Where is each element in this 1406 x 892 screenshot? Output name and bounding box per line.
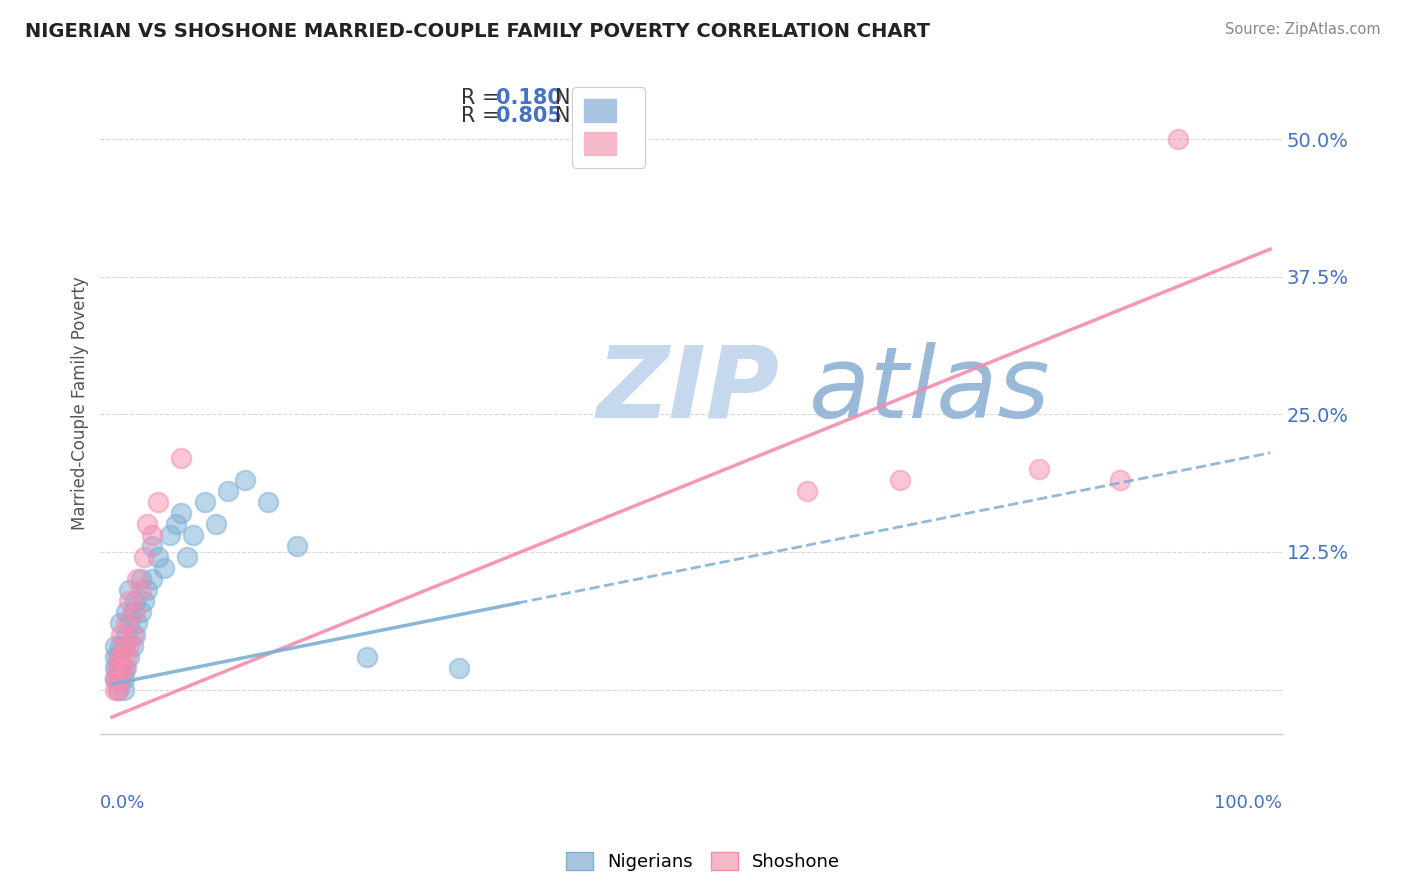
Point: [118, 616, 141, 631]
Point: [108, 616, 131, 631]
Y-axis label: Married-Couple Family Poverty: Married-Couple Family Poverty: [72, 277, 89, 530]
Point: [114, 627, 136, 641]
Point: [107, 649, 129, 664]
Point: [127, 573, 149, 587]
Point: [107, 682, 129, 697]
Point: [104, 639, 127, 653]
Point: [148, 495, 170, 509]
Point: [108, 639, 131, 653]
Point: [112, 682, 135, 697]
Point: [141, 528, 163, 542]
Point: [124, 594, 146, 608]
Point: [135, 583, 157, 598]
Text: atlas: atlas: [810, 342, 1050, 439]
Point: [129, 606, 152, 620]
Point: [159, 528, 181, 542]
Point: [105, 660, 128, 674]
Point: [129, 583, 152, 598]
Text: N =: N =: [555, 106, 602, 126]
Point: [110, 660, 132, 674]
Point: [176, 550, 198, 565]
Point: [104, 682, 127, 697]
Point: [121, 639, 143, 653]
Point: [194, 495, 217, 509]
Point: [1167, 132, 1189, 146]
Point: [148, 550, 170, 565]
Point: [118, 649, 141, 664]
Point: [170, 507, 193, 521]
Text: Source: ZipAtlas.com: Source: ZipAtlas.com: [1225, 22, 1381, 37]
Point: [104, 649, 127, 664]
Point: [104, 660, 127, 674]
Point: [257, 495, 280, 509]
Point: [108, 672, 131, 686]
Point: [114, 616, 136, 631]
Point: [108, 660, 131, 674]
Point: [205, 517, 228, 532]
Point: [118, 639, 141, 653]
Text: R =: R =: [461, 106, 506, 126]
Text: 0.180: 0.180: [496, 88, 562, 108]
Point: [108, 672, 131, 686]
Point: [104, 672, 127, 686]
Point: [112, 660, 135, 674]
Point: [1028, 462, 1050, 476]
Point: [107, 682, 129, 697]
Point: [129, 573, 152, 587]
Point: [233, 474, 256, 488]
Point: [121, 627, 143, 641]
Text: R =: R =: [461, 88, 506, 108]
Point: [108, 649, 131, 664]
Point: [124, 627, 146, 641]
Text: 48: 48: [588, 88, 616, 108]
Point: [114, 649, 136, 664]
Point: [285, 540, 308, 554]
Text: 30: 30: [588, 106, 616, 126]
Point: [170, 451, 193, 466]
Point: [356, 649, 378, 664]
Point: [127, 616, 149, 631]
Text: 100.0%: 100.0%: [1213, 794, 1282, 812]
Point: [112, 672, 135, 686]
Point: [796, 484, 818, 499]
Text: ZIP: ZIP: [596, 342, 779, 439]
Point: [112, 660, 135, 674]
Legend: Nigerians, Shoshone: Nigerians, Shoshone: [558, 845, 848, 879]
Point: [108, 649, 131, 664]
Point: [141, 573, 163, 587]
Point: [217, 484, 239, 499]
Point: [107, 660, 129, 674]
Point: [110, 627, 132, 641]
Point: [114, 660, 136, 674]
Point: [112, 639, 135, 653]
Point: [141, 540, 163, 554]
Text: NIGERIAN VS SHOSHONE MARRIED-COUPLE FAMILY POVERTY CORRELATION CHART: NIGERIAN VS SHOSHONE MARRIED-COUPLE FAMI…: [25, 22, 931, 41]
Point: [118, 594, 141, 608]
Text: 0.805: 0.805: [496, 106, 562, 126]
Point: [114, 606, 136, 620]
Point: [118, 583, 141, 598]
Point: [153, 561, 176, 575]
Legend: , : ,: [572, 87, 645, 168]
Point: [165, 517, 187, 532]
Point: [181, 528, 204, 542]
Point: [134, 550, 156, 565]
Point: [134, 594, 156, 608]
Text: 0.0%: 0.0%: [100, 794, 146, 812]
Point: [121, 606, 143, 620]
Point: [107, 672, 129, 686]
Text: N =: N =: [555, 88, 602, 108]
Point: [107, 672, 129, 686]
Point: [449, 660, 471, 674]
Point: [135, 517, 157, 532]
Point: [889, 474, 911, 488]
Point: [112, 639, 135, 653]
Point: [124, 606, 146, 620]
Point: [104, 672, 127, 686]
Point: [1108, 474, 1130, 488]
